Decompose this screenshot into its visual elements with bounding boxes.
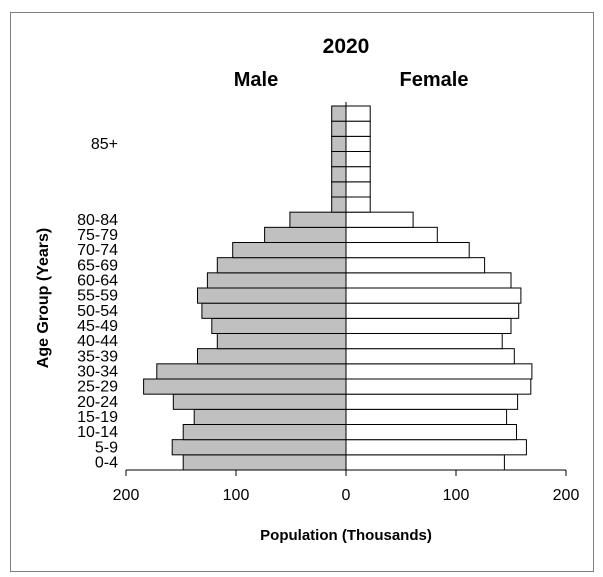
age-group-label: 35-39	[77, 348, 118, 365]
male-bar	[156, 363, 347, 380]
female-bar	[345, 333, 503, 350]
y-axis-label: Age Group (Years)	[35, 228, 52, 368]
male-label: Male	[234, 69, 278, 91]
male-bar	[182, 454, 347, 471]
male-bar	[201, 302, 347, 319]
female-bar	[345, 424, 517, 441]
female-bar	[345, 408, 508, 426]
age-group-label: 10-14	[77, 424, 118, 441]
age-group-label: 80-84	[77, 212, 118, 229]
female-bar	[345, 196, 371, 213]
male-bar	[331, 105, 347, 122]
age-group-label: 25-29	[77, 379, 118, 396]
x-axis: 200 100 0 100 200	[113, 102, 580, 504]
age-group-label: 45-49	[77, 318, 118, 335]
male-bar	[197, 287, 347, 304]
bars-group	[143, 105, 533, 471]
male-bar	[331, 135, 347, 153]
female-bar	[345, 317, 512, 335]
male-bar	[331, 120, 347, 137]
female-bar	[345, 181, 371, 198]
age-group-label: 65-69	[77, 257, 118, 274]
male-bar	[182, 424, 347, 441]
age-group-label: 15-19	[77, 409, 118, 426]
male-bar	[289, 211, 347, 228]
female-label: Female	[400, 69, 469, 91]
x-tick-label: 200	[113, 487, 140, 504]
female-bar	[345, 120, 371, 137]
age-group-label: 0-4	[95, 454, 118, 471]
age-group-label: 60-64	[77, 272, 118, 289]
female-bar	[345, 226, 438, 243]
age-group-label: 55-59	[77, 288, 118, 305]
female-bar	[345, 378, 532, 395]
male-bar	[232, 242, 347, 259]
female-bar	[345, 257, 486, 274]
male-bar	[331, 151, 347, 168]
x-axis-label: Population (Thousands)	[260, 527, 432, 544]
female-bar	[345, 211, 414, 228]
x-tick-label: 100	[443, 487, 470, 504]
female-bar	[345, 393, 519, 410]
female-bar	[345, 439, 527, 456]
chart-frame: 2020 Male Female 0-4 5-9 10-14 15-19 20-24 25…	[10, 12, 594, 572]
male-bar	[172, 393, 347, 410]
age-labels-group: 0-45-910-1415-1920-2425-2930-3435-3940-4…	[77, 136, 118, 471]
female-bar	[345, 454, 505, 471]
age-group-label: 50-54	[77, 303, 118, 320]
age-group-label: 40-44	[77, 333, 118, 350]
male-bar	[331, 166, 347, 183]
age-group-label: 30-34	[77, 363, 118, 380]
female-bar	[345, 348, 515, 365]
male-bar	[171, 439, 347, 456]
age-group-label: 75-79	[77, 227, 118, 244]
x-tick-label: 200	[553, 487, 580, 504]
male-bar	[197, 348, 347, 365]
male-bar	[264, 226, 347, 243]
age-group-label: 5-9	[95, 439, 118, 456]
age-group-label: 70-74	[77, 242, 118, 259]
female-bar	[345, 135, 371, 153]
male-bar	[331, 196, 347, 213]
male-bar	[193, 408, 347, 426]
female-bar	[345, 363, 533, 380]
male-bar	[331, 181, 347, 198]
female-bar	[345, 287, 522, 304]
male-bar	[206, 272, 347, 289]
age-group-label: 85+	[91, 136, 118, 153]
female-bar	[345, 302, 520, 319]
male-bar	[143, 378, 347, 395]
female-bar	[345, 242, 470, 259]
population-pyramid-chart: 2020 Male Female 0-45-910-1415-1920-2425…	[35, 35, 580, 544]
female-bar	[345, 105, 371, 122]
x-tick-label: 0	[342, 487, 351, 504]
male-bar	[216, 257, 347, 274]
male-bar	[216, 333, 347, 350]
chart-title: 2020	[323, 35, 370, 58]
age-group-label: 20-24	[77, 394, 118, 411]
female-bar	[345, 272, 512, 289]
female-bar	[345, 166, 371, 183]
female-bar	[345, 151, 371, 168]
x-tick-label: 100	[223, 487, 250, 504]
male-bar	[211, 317, 347, 335]
